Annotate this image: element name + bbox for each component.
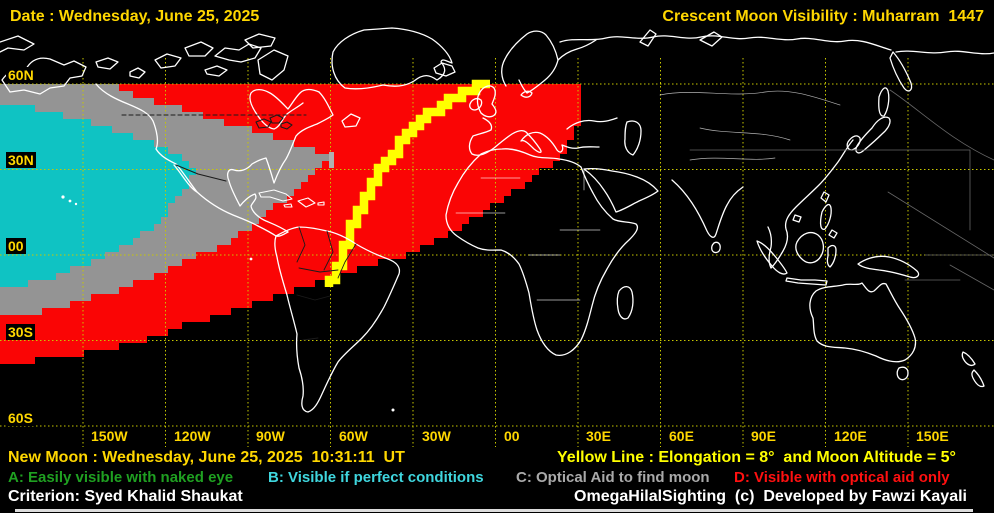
coastline-asia (559, 35, 994, 269)
lon-label-150E: 150E (914, 428, 951, 444)
lon-label-120W: 120W (172, 428, 213, 444)
lon-label-90W: 90W (254, 428, 287, 444)
coastline-arctic-canada (129, 33, 289, 81)
page-title: Crescent Moon Visibility : Muharram 1447 (662, 8, 984, 25)
coastline-caribbean (258, 189, 325, 208)
elongation-altitude-curve (324, 79, 490, 287)
bottom-edge-strip (15, 509, 973, 512)
coastline-africa (445, 148, 639, 356)
coastlines-layer (0, 27, 994, 413)
criterion-label: Criterion: Syed Khalid Shaukat (8, 488, 243, 505)
lon-label-30E: 30E (584, 428, 613, 444)
coastline-north-america (95, 83, 361, 237)
coastline-iceland (433, 62, 456, 77)
credit-label: OmegaHilalSighting (c) Developed by Fawz… (574, 488, 967, 505)
new-moon-label: New Moon : Wednesday, June 25, 2025 10:3… (8, 449, 405, 466)
lon-label-60W: 60W (337, 428, 370, 444)
coastline-europe (468, 29, 723, 156)
legend-item-D: D: Visible with optical aid only (734, 469, 950, 486)
zone-b-visible-if-perfect-conditions (0, 98, 196, 294)
legend-item-A: A: Easily visible with naked eye (8, 469, 234, 486)
lat-label-60S: 60S (6, 410, 35, 426)
lon-label-00: 00 (502, 428, 522, 444)
south-america-borders (296, 226, 357, 341)
lat-label-60N: 60N (6, 67, 36, 83)
lat-label-00: 00 (6, 238, 26, 254)
visibility-zones-layer (0, 84, 581, 364)
lon-label-60E: 60E (667, 428, 696, 444)
legend-item-B: B: Visible if perfect conditions (268, 469, 484, 486)
coastline-greenland (331, 27, 453, 90)
north-america-borders (121, 114, 307, 182)
lat-label-30N: 30N (6, 152, 36, 168)
legend-item-C: C: Optical Aid to find moon (516, 469, 710, 486)
coastline-south-america (274, 226, 401, 413)
coastline-oceania (756, 231, 985, 388)
lon-label-30W: 30W (420, 428, 453, 444)
yellow-line-note: Yellow Line : Elongation = 8° and Moon A… (557, 449, 956, 466)
lon-label-90E: 90E (749, 428, 778, 444)
date-label: Date : Wednesday, June 25, 2025 (10, 8, 260, 25)
small-islands (61, 195, 395, 412)
maritime-boundary-lines (689, 89, 994, 291)
yellow-curve-layer (324, 79, 490, 287)
lat-label-30S: 30S (6, 324, 35, 340)
lon-label-150W: 150W (89, 428, 130, 444)
bermuda-marker (329, 152, 334, 168)
lon-label-120E: 120E (832, 428, 869, 444)
